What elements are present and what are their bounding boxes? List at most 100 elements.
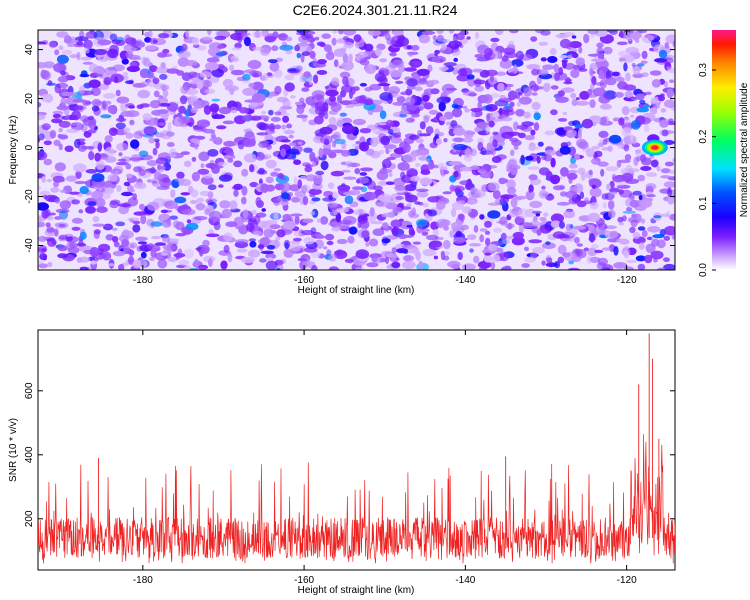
snr-panel: -180 -160 -140 -120 200 400 600 Height of str… (8, 329, 676, 596)
heatmap-cell (90, 87, 101, 97)
heatmap-cell (282, 115, 290, 123)
heatmap-cell (635, 38, 640, 44)
heatmap-cell (221, 208, 232, 219)
heatmap-cell (432, 55, 446, 64)
heatmap-cell (74, 180, 87, 185)
heatmap-cell (374, 72, 387, 82)
heatmap-cell (663, 257, 670, 263)
heatmap-cell (591, 76, 597, 86)
heatmap-cell (211, 114, 226, 120)
heatmap-cell (201, 80, 213, 88)
heatmap-cell (88, 119, 96, 130)
heatmap-cell (231, 47, 242, 51)
heatmap-cell (242, 138, 256, 148)
heatmap-cell (396, 36, 409, 47)
heatmap-cell (359, 128, 372, 134)
heatmap-cell (216, 125, 227, 130)
heatmap-cell (624, 154, 632, 161)
heatmap-cell (223, 244, 230, 254)
heatmap-cell (169, 215, 179, 220)
heatmap-cell (270, 116, 281, 122)
heatmap-cell (428, 109, 439, 115)
heatmap-cell (403, 143, 411, 153)
heatmap-cell (321, 33, 332, 39)
y-tick-label: 200 (24, 510, 35, 527)
heatmap-cell (303, 147, 313, 153)
heatmap-cell (625, 72, 631, 82)
heatmap-cell (66, 96, 79, 105)
heatmap-cell (178, 259, 190, 266)
heatmap-cell (408, 226, 415, 237)
heatmap-cell (113, 241, 120, 248)
heatmap-cell (530, 191, 535, 197)
heatmap-cell (194, 144, 199, 150)
heatmap-cell (38, 245, 48, 254)
heatmap-cell (388, 86, 400, 95)
heatmap-cell (589, 233, 595, 243)
heatmap-cell (553, 63, 560, 73)
heatmap-cell (374, 122, 380, 129)
heatmap-cell (272, 197, 281, 206)
heatmap-cell (309, 193, 316, 198)
heatmap-cell (436, 218, 448, 229)
heatmap-cell (386, 119, 394, 127)
heatmap-cell (172, 65, 178, 69)
heatmap-cell (429, 240, 443, 248)
heatmap-cell (103, 92, 116, 99)
heatmap-cell (78, 144, 87, 152)
heatmap-cell (502, 109, 515, 116)
heatmap-cell (38, 112, 46, 121)
heatmap-cell (464, 108, 470, 113)
heatmap-cell (158, 103, 171, 107)
heatmap-cell (207, 149, 219, 157)
heatmap-cell (316, 94, 325, 104)
heatmap-cell (51, 118, 63, 124)
heatmap-cell (222, 149, 233, 154)
heatmap-cell (105, 146, 115, 157)
heatmap-cell (451, 208, 457, 218)
heatmap-cell (443, 62, 457, 67)
heatmap-cell (233, 189, 239, 197)
heatmap-cell (348, 226, 358, 235)
heatmap-cell (85, 206, 96, 214)
heatmap-cell (470, 165, 480, 171)
heatmap-cell (580, 171, 586, 181)
heatmap-cell (56, 31, 69, 38)
heatmap-cell (607, 200, 615, 210)
heatmap-cell (153, 138, 160, 143)
heatmap-cell (82, 61, 94, 65)
heatmap-cell (215, 52, 227, 57)
heatmap-cell (442, 39, 451, 43)
heatmap-cell (667, 68, 675, 74)
heatmap-cell (416, 191, 429, 198)
heatmap-cell (180, 85, 189, 94)
heatmap-cell (184, 88, 199, 96)
heatmap-cell (104, 224, 112, 229)
heatmap-cell (635, 255, 647, 262)
heatmap-cell (536, 229, 542, 236)
heatmap-cell (158, 33, 170, 39)
heatmap-cell (249, 164, 255, 173)
y-tick-label: 20 (24, 93, 35, 105)
heatmap-cell (290, 95, 296, 99)
heatmap-cell (166, 142, 175, 147)
x-tick-label: -120 (617, 275, 637, 286)
heatmap-cell (448, 161, 463, 166)
heatmap-cell (492, 111, 500, 118)
heatmap-cell (247, 249, 261, 258)
heatmap-cell (125, 80, 134, 85)
heatmap-cell (341, 150, 351, 157)
heatmap-cell (181, 43, 188, 52)
heatmap-cell (589, 187, 602, 198)
heatmap-cell (466, 36, 471, 40)
heatmap-cell (137, 89, 150, 99)
heatmap-cell (418, 156, 429, 161)
heatmap-cell (669, 213, 675, 221)
heatmap-cell (609, 187, 620, 193)
heatmap-cell (270, 171, 279, 177)
heatmap-cell (574, 153, 581, 161)
heatmap-cell (479, 166, 488, 172)
heatmap-cell (671, 234, 675, 240)
heatmap-cell (230, 55, 240, 63)
heatmap-cell (38, 151, 48, 161)
